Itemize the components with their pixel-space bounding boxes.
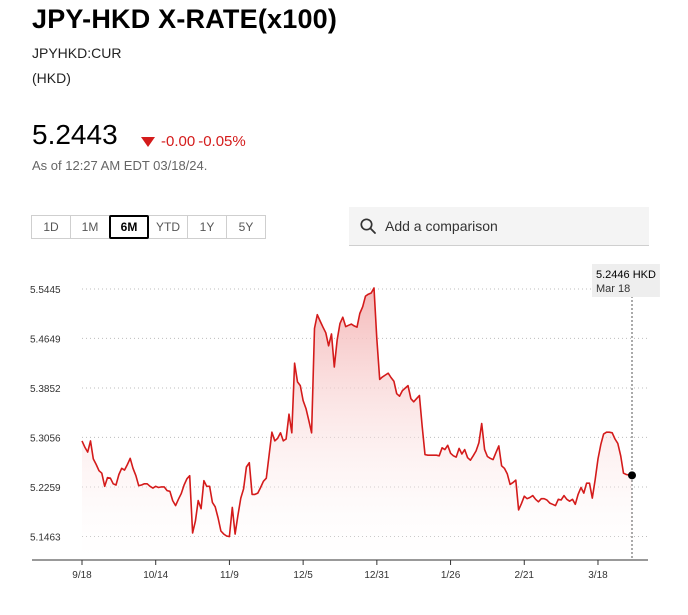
range-tab-1m[interactable]: 1M xyxy=(70,215,110,239)
x-tick-label: 3/18 xyxy=(588,570,608,581)
y-tick-label: 5.3852 xyxy=(30,384,61,395)
comparison-input[interactable] xyxy=(383,217,637,235)
y-tick-label: 5.2259 xyxy=(30,483,61,494)
hover-point[interactable] xyxy=(628,471,636,480)
tooltip: 5.2446 HKD Mar 18 xyxy=(592,264,660,297)
currency-label: (HKD) xyxy=(32,70,71,86)
current-price: 5.2443 xyxy=(32,119,118,150)
range-selector: 1D 1M 6M YTD 1Y 5Y xyxy=(31,215,266,239)
comparison-box[interactable] xyxy=(349,207,649,246)
range-tab-1y[interactable]: 1Y xyxy=(187,215,227,239)
y-tick-label: 5.5445 xyxy=(30,285,61,296)
as-of-timestamp: As of 12:27 AM EDT 03/18/24. xyxy=(32,158,208,173)
search-icon xyxy=(360,218,376,234)
x-tick-label: 12/31 xyxy=(364,570,389,581)
tooltip-date: Mar 18 xyxy=(596,283,630,295)
price-area xyxy=(82,288,632,559)
range-tab-6m[interactable]: 6M xyxy=(109,215,149,239)
x-tick-label: 10/14 xyxy=(143,570,168,581)
down-triangle-icon xyxy=(141,136,155,147)
x-tick-label: 12/5 xyxy=(293,570,313,581)
x-tick-label: 1/26 xyxy=(441,570,461,581)
x-tick-label: 9/18 xyxy=(72,570,92,581)
change-percent: -0.05% xyxy=(198,133,246,150)
y-tick-label: 5.3056 xyxy=(30,433,61,444)
ticker-symbol: JPYHKD:CUR xyxy=(32,45,122,61)
range-tab-ytd[interactable]: YTD xyxy=(148,215,188,239)
range-tab-5y[interactable]: 5Y xyxy=(226,215,266,239)
tooltip-value: 5.2446 HKD xyxy=(596,269,656,281)
price-chart: 5.1463 5.2259 5.3056 5.3852 5.4649 5.5445 5.2… xyxy=(30,264,660,581)
range-tab-1d[interactable]: 1D xyxy=(31,215,71,239)
x-tick-label: 11/9 xyxy=(220,570,239,581)
y-tick-label: 5.1463 xyxy=(30,532,61,543)
x-tick-label: 2/21 xyxy=(515,570,535,581)
change-value: -0.00 xyxy=(161,133,196,150)
y-tick-label: 5.4649 xyxy=(30,334,61,345)
price-change: -0.00 -0.05% xyxy=(141,133,246,150)
page-title: JPY-HKD X-RATE(x100) xyxy=(32,4,338,34)
price-line xyxy=(81,287,633,538)
